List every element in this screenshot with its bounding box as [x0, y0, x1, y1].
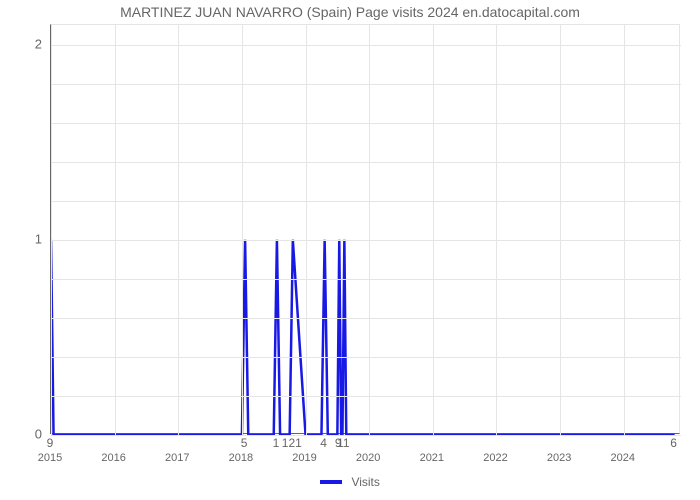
- grid-horizontal-minor: [51, 84, 681, 85]
- y-tick-label: 2: [35, 36, 42, 51]
- legend: Visits: [0, 474, 700, 489]
- grid-horizontal-minor: [51, 396, 681, 397]
- grid-horizontal: [51, 240, 681, 241]
- chart-container: MARTINEZ JUAN NAVARRO (Spain) Page visit…: [0, 0, 700, 500]
- grid-vertical: [560, 25, 561, 435]
- grid-vertical: [496, 25, 497, 435]
- chart-title: MARTINEZ JUAN NAVARRO (Spain) Page visit…: [0, 4, 700, 20]
- grid-horizontal-minor: [51, 201, 681, 202]
- visits-line: [51, 25, 681, 435]
- value-annotation: 4: [320, 436, 327, 450]
- grid-vertical: [178, 25, 179, 435]
- x-tick-label: 2022: [483, 452, 507, 464]
- y-tick-label: 1: [35, 231, 42, 246]
- grid-vertical: [624, 25, 625, 435]
- value-annotation: 121: [282, 436, 302, 450]
- grid-horizontal-minor: [51, 279, 681, 280]
- y-tick-label: 0: [35, 427, 42, 442]
- value-annotation: 5: [241, 436, 248, 450]
- x-tick-label: 2023: [547, 452, 571, 464]
- grid-vertical: [51, 25, 52, 435]
- grid-horizontal-minor: [51, 357, 681, 358]
- value-annotation: 6: [670, 436, 677, 450]
- value-annotation: 9: [47, 436, 54, 450]
- plot-area: [50, 24, 680, 434]
- x-tick-label: 2016: [101, 452, 125, 464]
- grid-vertical: [433, 25, 434, 435]
- x-tick-label: 2020: [356, 452, 380, 464]
- grid-horizontal: [51, 45, 681, 46]
- grid-horizontal: [51, 435, 681, 436]
- grid-vertical: [115, 25, 116, 435]
- grid-vertical: [306, 25, 307, 435]
- grid-vertical: [242, 25, 243, 435]
- grid-horizontal-minor: [51, 162, 681, 163]
- grid-horizontal-minor: [51, 318, 681, 319]
- x-tick-label: 2019: [292, 452, 316, 464]
- x-tick-label: 2024: [610, 452, 634, 464]
- grid-vertical: [369, 25, 370, 435]
- x-tick-label: 2018: [229, 452, 253, 464]
- grid-horizontal-minor: [51, 123, 681, 124]
- legend-label: Visits: [351, 475, 379, 489]
- value-annotation: 1: [273, 436, 280, 450]
- x-tick-label: 2021: [420, 452, 444, 464]
- x-tick-label: 2015: [38, 452, 62, 464]
- value-annotation: 11: [337, 436, 349, 450]
- x-tick-label: 2017: [165, 452, 189, 464]
- legend-swatch: [320, 480, 342, 484]
